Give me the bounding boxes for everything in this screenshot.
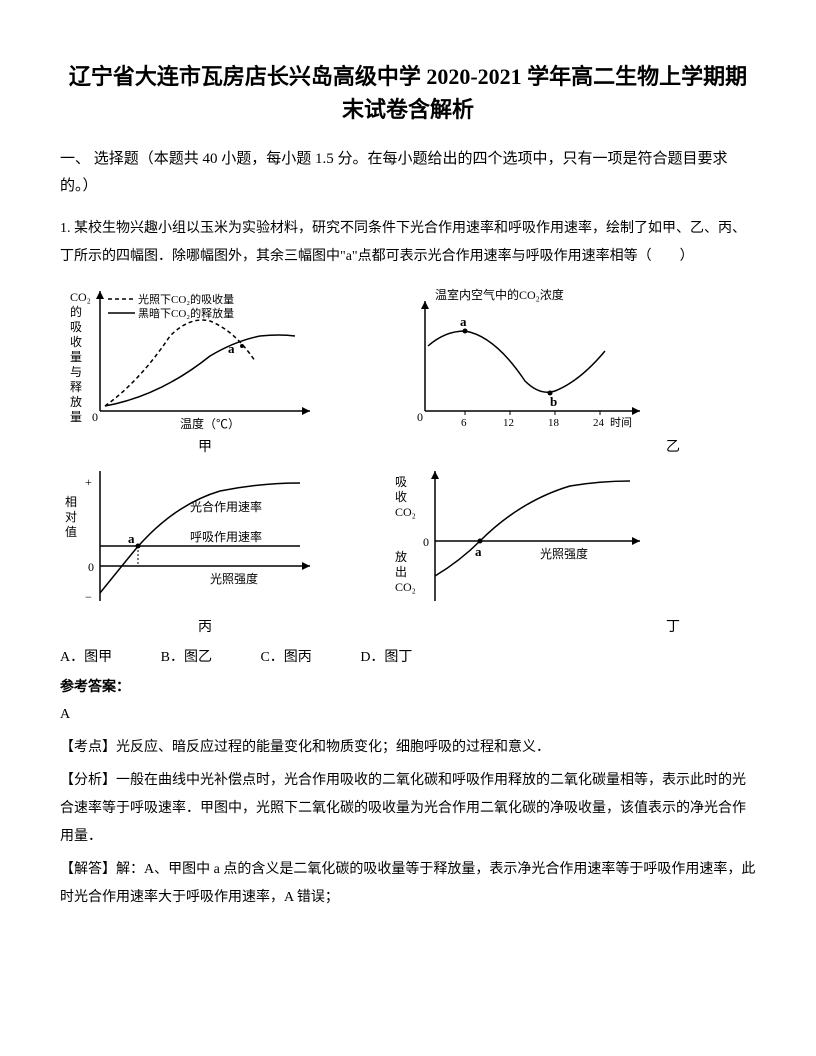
analysis3-label: 【解答】 — [60, 862, 116, 877]
svg-text:放: 放 — [395, 549, 407, 564]
analysis3-text: 解：A、甲图中 a 点的含义是二氧化碳的吸收量等于释放量，表示净光合作用速率等于… — [60, 862, 755, 905]
svg-text:吸: 吸 — [395, 475, 407, 489]
chart-yi: 温室内空气中的CO₂浓度 0 6 12 18 24 时间 a b 乙 — [390, 281, 680, 456]
svg-text:量: 量 — [70, 350, 82, 364]
svg-text:a: a — [460, 314, 467, 329]
question-text: 1. 某校生物兴趣小组以玉米为实验材料，研究不同条件下光合作用速率和呼吸作用速率… — [60, 215, 756, 271]
chart-label-ding: 丁 — [390, 616, 680, 636]
options: A．图甲 B．图乙 C．图丙 D．图丁 — [60, 646, 756, 666]
svg-text:收: 收 — [70, 335, 82, 349]
analysis-1: 【考点】光反应、暗反应过程的能量变化和物质变化；细胞呼吸的过程和意义． — [60, 734, 756, 762]
svg-text:吸: 吸 — [70, 320, 82, 334]
svg-text:CO₂: CO₂ — [395, 580, 416, 594]
chart-ding: 吸 收 CO₂ 放 出 CO₂ 0 a 光照强度 丁 — [390, 461, 680, 636]
svg-text:b: b — [550, 394, 557, 409]
svg-text:CO₂: CO₂ — [70, 290, 91, 304]
chart-label-jia: 甲 — [60, 436, 350, 456]
svg-text:时间: 时间 — [610, 416, 632, 429]
svg-text:呼吸作用速率: 呼吸作用速率 — [190, 529, 262, 544]
svg-text:值: 值 — [65, 524, 77, 539]
answer-header: 参考答案： — [60, 676, 756, 696]
svg-text:CO₂: CO₂ — [395, 505, 416, 519]
svg-text:18: 18 — [548, 417, 560, 429]
svg-text:相: 相 — [65, 495, 77, 509]
chart-label-yi: 乙 — [390, 436, 680, 456]
svg-text:0: 0 — [417, 410, 423, 424]
svg-text:+: + — [85, 475, 92, 489]
svg-text:0: 0 — [88, 560, 94, 574]
analysis-3: 【解答】解：A、甲图中 a 点的含义是二氧化碳的吸收量等于释放量，表示净光合作用… — [60, 856, 756, 912]
option-a: A．图甲 — [60, 650, 112, 665]
svg-text:收: 收 — [395, 490, 407, 504]
svg-text:a: a — [475, 544, 482, 559]
page-title: 辽宁省大连市瓦房店长兴岛高级中学 2020-2021 学年高二生物上学期期末试卷… — [60, 60, 756, 126]
svg-text:24: 24 — [593, 417, 605, 429]
svg-text:a: a — [128, 531, 135, 546]
svg-text:0: 0 — [423, 535, 429, 549]
svg-text:光合作用速率: 光合作用速率 — [190, 499, 262, 514]
svg-text:与: 与 — [70, 365, 82, 379]
svg-text:对: 对 — [65, 510, 77, 524]
charts-row-1: CO₂ 的 吸 收 量 与 释 放 量 0 光照下CO₂的吸收量 黑暗下CO₂的… — [60, 281, 756, 456]
svg-text:放: 放 — [70, 394, 82, 409]
svg-text:−: − — [85, 590, 92, 604]
option-b: B．图乙 — [161, 650, 212, 665]
svg-text:光照强度: 光照强度 — [210, 571, 258, 586]
svg-text:12: 12 — [503, 417, 514, 429]
chart-bing: 相 对 值 0 + − 光合作用速率 呼吸作用速率 a 光照强度 丙 — [60, 461, 350, 636]
svg-text:0: 0 — [92, 410, 98, 424]
svg-text:温度（℃）: 温度（℃） — [180, 416, 240, 431]
option-d: D．图丁 — [360, 650, 412, 665]
analysis2-text: 一般在曲线中光补偿点时，光合作用吸收的二氧化碳和呼吸作用释放的二氧化碳量相等，表… — [60, 773, 746, 844]
analysis1-text: 光反应、暗反应过程的能量变化和物质变化；细胞呼吸的过程和意义． — [116, 740, 550, 755]
analysis2-label: 【分析】 — [60, 773, 116, 788]
charts-row-2: 相 对 值 0 + − 光合作用速率 呼吸作用速率 a 光照强度 丙 — [60, 461, 756, 636]
section-header: 一、 选择题（本题共 40 小题，每小题 1.5 分。在每小题给出的四个选项中，… — [60, 146, 756, 200]
svg-text:释: 释 — [70, 380, 82, 394]
chart-label-bing: 丙 — [60, 616, 350, 636]
svg-text:出: 出 — [395, 565, 407, 579]
answer: A — [60, 701, 756, 729]
analysis-2: 【分析】一般在曲线中光补偿点时，光合作用吸收的二氧化碳和呼吸作用释放的二氧化碳量… — [60, 767, 756, 851]
svg-text:6: 6 — [461, 417, 467, 429]
svg-text:的: 的 — [70, 304, 82, 319]
svg-text:黑暗下CO₂的释放量: 黑暗下CO₂的释放量 — [138, 306, 234, 320]
svg-text:量: 量 — [70, 410, 82, 424]
analysis1-label: 【考点】 — [60, 740, 116, 755]
svg-text:光照强度: 光照强度 — [540, 546, 588, 561]
chart-jia: CO₂ 的 吸 收 量 与 释 放 量 0 光照下CO₂的吸收量 黑暗下CO₂的… — [60, 281, 350, 456]
svg-text:a: a — [228, 341, 235, 356]
option-c: C．图丙 — [260, 650, 311, 665]
svg-text:温室内空气中的CO₂浓度: 温室内空气中的CO₂浓度 — [435, 287, 564, 302]
svg-text:光照下CO₂的吸收量: 光照下CO₂的吸收量 — [138, 292, 234, 306]
